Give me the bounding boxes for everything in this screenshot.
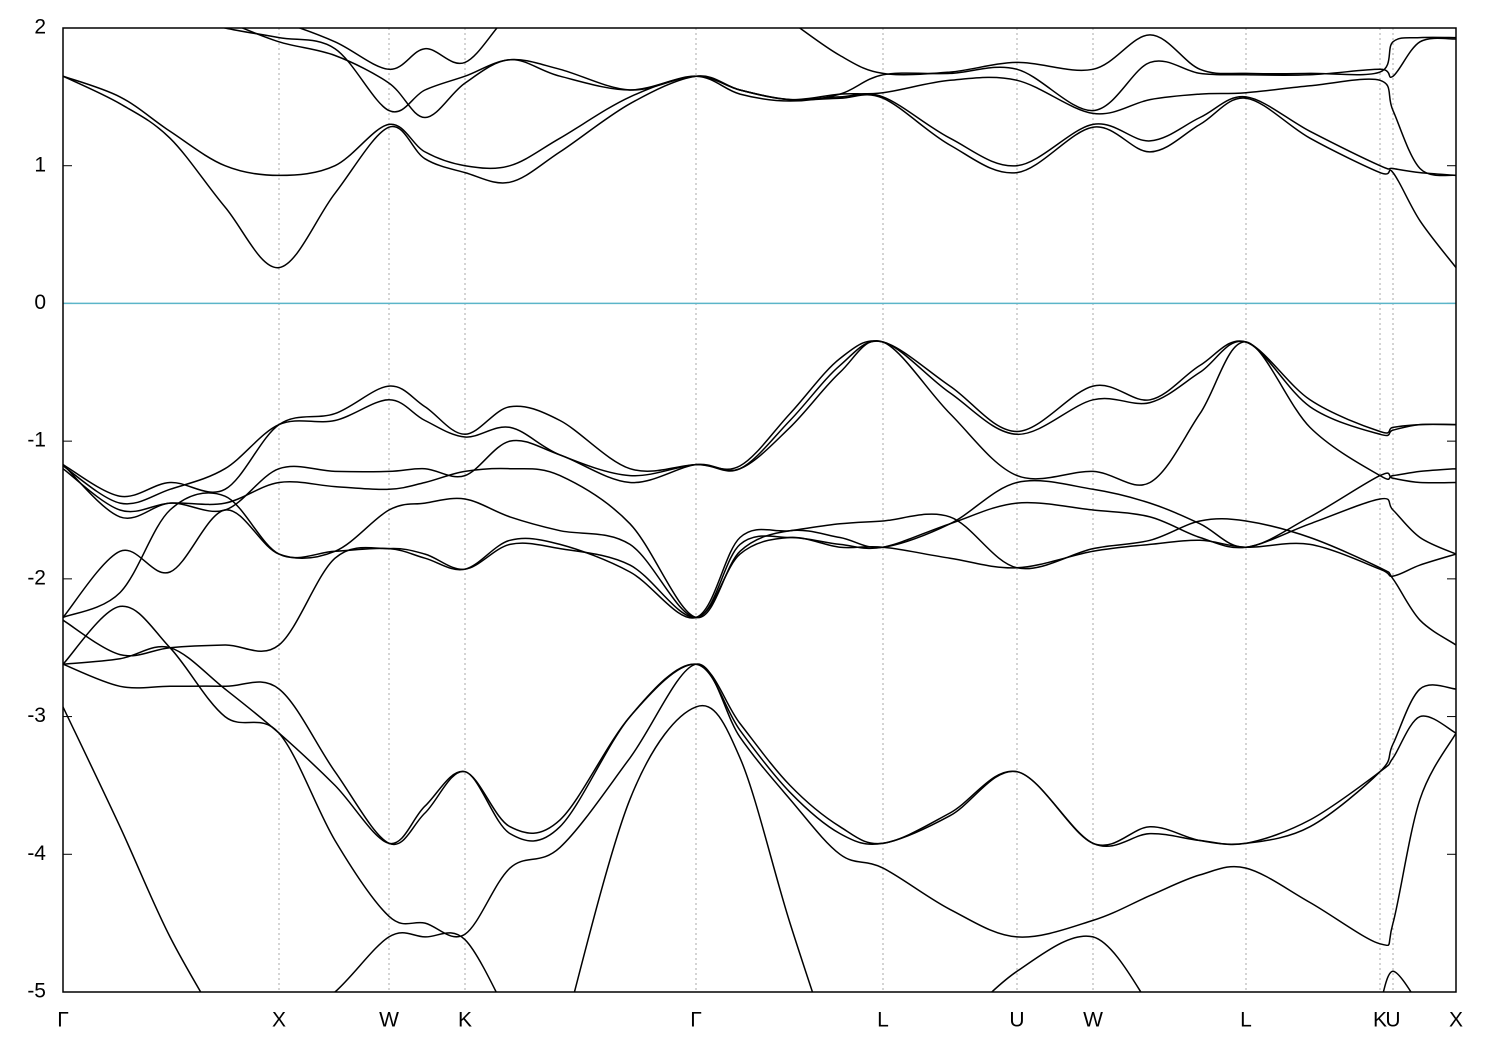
y-tick-label: -5	[27, 980, 46, 1003]
x-tick-label: X	[1449, 1009, 1463, 1032]
y-tick-label: -1	[27, 429, 46, 452]
band-line	[63, 605, 1456, 947]
band-line	[240, 28, 1456, 119]
band-line	[221, 28, 1456, 177]
band-line	[333, 932, 1412, 992]
plot-area	[63, 28, 1456, 992]
x-tick-label: K	[458, 1009, 472, 1032]
band-line	[63, 536, 1456, 657]
x-tick-label: U	[1385, 1009, 1400, 1032]
x-tick-label: Γ	[690, 1009, 702, 1032]
band-line	[63, 704, 814, 992]
y-tick-label: 2	[34, 16, 46, 39]
x-tick-label: U	[1009, 1009, 1024, 1032]
y-tick-label: -2	[27, 566, 46, 589]
x-tick-label: K	[1373, 1009, 1387, 1032]
y-tick-label: 0	[34, 291, 46, 314]
y-tick-label: -3	[27, 704, 46, 727]
band-line	[63, 340, 1456, 498]
y-tick-label: -4	[27, 842, 46, 865]
band-line	[63, 663, 1456, 846]
band-line	[63, 492, 1456, 646]
band-line	[63, 340, 1456, 505]
band-line	[63, 467, 1456, 619]
band-line	[297, 28, 1456, 76]
x-tick-label: Γ	[57, 1009, 69, 1032]
band-line	[63, 340, 1456, 519]
plot-frame	[62, 27, 1457, 993]
x-tick-label: L	[1240, 1009, 1252, 1032]
x-tick-label: L	[877, 1009, 889, 1032]
x-tick-label: W	[1083, 1009, 1103, 1032]
x-tick-label: W	[379, 1009, 399, 1032]
y-tick-label: 1	[34, 153, 46, 176]
band-line	[63, 645, 1456, 848]
x-tick-label: X	[272, 1009, 286, 1032]
